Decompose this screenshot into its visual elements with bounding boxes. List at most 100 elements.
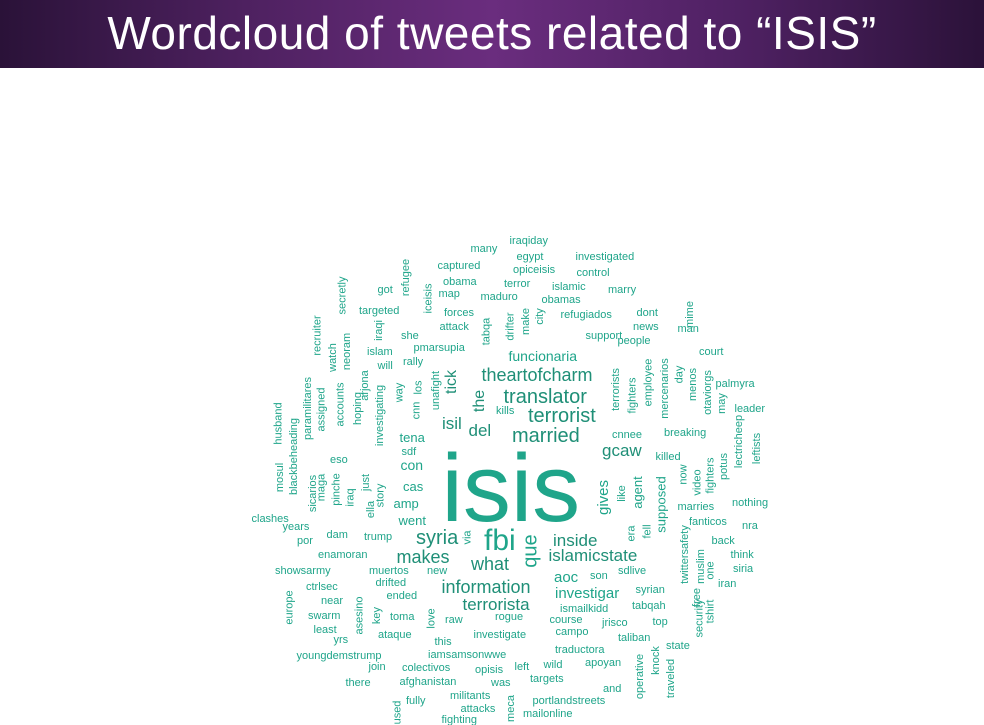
cloud-word: operative — [633, 653, 646, 699]
cloud-word: syria — [416, 527, 459, 549]
cloud-word: showsarmy — [275, 564, 331, 577]
cloud-word: neoram — [340, 332, 353, 370]
cloud-word: she — [401, 329, 419, 342]
cloud-word: this — [434, 635, 452, 648]
cloud-word: siria — [733, 562, 754, 575]
cloud-word: just — [359, 473, 372, 491]
cloud-word: control — [576, 266, 610, 279]
cloud-word: employee — [642, 358, 655, 406]
cloud-word: ataque — [378, 628, 412, 641]
cloud-word: supposed — [653, 475, 669, 533]
cloud-word: love — [425, 607, 438, 629]
cloud-word: terror — [504, 277, 531, 290]
cloud-word: con — [400, 457, 424, 473]
cloud-word: theartofcharm — [481, 365, 593, 385]
cloud-word: wild — [543, 658, 563, 671]
cloud-word: killed — [655, 450, 681, 463]
cloud-word: potus — [717, 452, 730, 480]
cloud-word: rally — [403, 355, 424, 368]
cloud-word: islamic — [552, 280, 586, 293]
cloud-word: aoc — [554, 568, 579, 586]
cloud-word: terrorists — [609, 367, 622, 411]
cloud-word: left — [514, 660, 530, 673]
cloud-word: opiceisis — [513, 263, 556, 276]
cloud-word: egypt — [516, 250, 544, 263]
cloud-word: fanticos — [689, 515, 727, 528]
cloud-word: amp — [393, 495, 419, 511]
cloud-word: taliban — [618, 631, 651, 644]
cloud-word: iraqi — [372, 319, 385, 341]
cloud-word: yrs — [333, 633, 349, 646]
cloud-word: captured — [437, 259, 481, 272]
cloud-word: ismailkidd — [560, 602, 609, 615]
cloud-word: now — [677, 463, 690, 485]
cloud-word: story — [374, 483, 387, 507]
cloud-word: and — [603, 682, 622, 695]
cloud-word: makes — [396, 547, 450, 567]
cloud-word: day — [673, 365, 686, 383]
cloud-word: mosul — [273, 462, 286, 492]
cloud-word: fully — [406, 694, 426, 707]
cloud-word: secretly — [336, 276, 349, 314]
cloud-word: gcaw — [602, 440, 642, 460]
cloud-word: translator — [503, 386, 587, 408]
cloud-word: colectivos — [402, 661, 451, 674]
cloud-word: iraq — [344, 487, 357, 507]
cloud-word: many — [470, 242, 498, 255]
cloud-word: que — [519, 534, 542, 568]
cloud-word: ella — [364, 500, 377, 518]
cloud-word: mailonline — [523, 707, 573, 720]
cloud-word: state — [666, 639, 690, 652]
cloud-word: traductora — [555, 643, 605, 656]
cloud-word: think — [730, 548, 754, 561]
cloud-word: otaviorgs — [701, 369, 714, 415]
cloud-word: palmyra — [715, 377, 755, 390]
cloud-word: islamicstate — [548, 545, 638, 565]
cloud-word: drifted — [375, 576, 407, 589]
cloud-word: got — [377, 283, 393, 296]
cloud-word: tabqa — [480, 317, 493, 345]
cloud-word: eso — [330, 453, 348, 466]
cloud-word: course — [549, 613, 583, 626]
cloud-word: terrorista — [462, 594, 530, 614]
cloud-word: campo — [555, 625, 589, 638]
cloud-word: man — [677, 322, 699, 335]
cloud-word: cas — [403, 478, 424, 494]
cloud-word: investigating — [373, 384, 386, 446]
cloud-word: join — [368, 660, 386, 673]
cloud-word: used — [391, 700, 404, 724]
cloud-word: pinche — [330, 472, 343, 506]
cloud-word: what — [471, 554, 510, 574]
cloud-word: assigned — [315, 386, 328, 432]
cloud-word: traveled — [664, 658, 677, 698]
cloud-word: accounts — [334, 381, 347, 427]
cloud-word: asesino — [353, 596, 366, 634]
cloud-word: fighting — [441, 713, 477, 725]
cloud-word: recruiter — [311, 314, 324, 356]
cloud-word: may — [715, 392, 728, 414]
cloud-word: targeted — [359, 304, 400, 317]
cloud-word: drifter — [504, 311, 517, 341]
cloud-word: fighters — [626, 376, 639, 414]
cloud-word: isil — [442, 413, 462, 433]
cloud-word: sicarios — [306, 474, 319, 512]
cloud-word: iamsamsonwwe — [428, 648, 507, 661]
cloud-word: son — [590, 569, 608, 582]
cloud-word: leader — [734, 402, 766, 415]
cloud-word: islam — [367, 345, 393, 358]
cloud-word: sdlive — [618, 564, 647, 577]
cloud-word: raw — [445, 613, 463, 626]
cloud-word: husband — [272, 401, 285, 445]
cloud-word: video — [691, 468, 704, 496]
cloud-word: people — [617, 334, 651, 347]
cloud-word: ended — [386, 589, 418, 602]
cloud-word: twittersafety — [678, 524, 691, 584]
cloud-word: knock — [649, 645, 662, 675]
cloud-word: blackbeheading — [287, 417, 300, 495]
cloud-word: unafight — [429, 370, 442, 410]
cloud-word: militants — [450, 689, 491, 702]
cloud-word: refugee — [399, 258, 412, 296]
cloud-word: los — [412, 379, 425, 395]
cloud-word: gives — [594, 479, 612, 515]
cloud-word: information — [441, 577, 531, 597]
